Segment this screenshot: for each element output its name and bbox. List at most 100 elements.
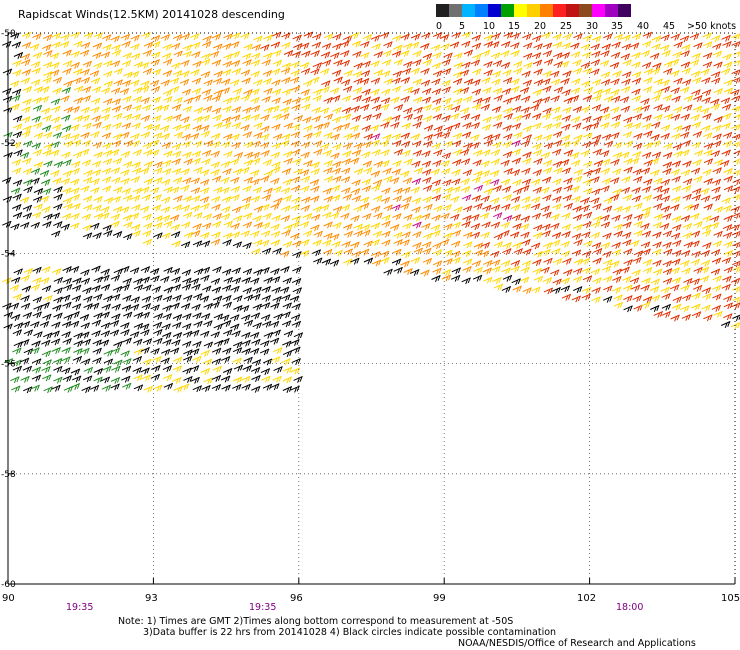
wind-barb xyxy=(431,230,441,237)
wind-barb xyxy=(362,114,373,122)
wind-barb xyxy=(670,267,680,275)
wind-barb xyxy=(341,240,351,248)
wind-barb xyxy=(452,159,462,166)
wind-barb xyxy=(300,185,310,193)
wind-barb xyxy=(422,184,433,192)
wind-barb xyxy=(173,131,184,139)
wind-barb xyxy=(52,358,63,365)
wind-barb xyxy=(131,122,141,130)
swatch-8 xyxy=(540,4,553,17)
wind-barb xyxy=(172,294,182,302)
wind-barb xyxy=(611,114,622,122)
wind-barb xyxy=(80,185,90,193)
wind-barb xyxy=(662,230,673,238)
wind-barb xyxy=(131,204,141,212)
wind-barb xyxy=(322,248,333,256)
wind-barb xyxy=(571,195,581,203)
wind-barb xyxy=(113,359,123,367)
wind-barb xyxy=(203,320,213,328)
wind-barb xyxy=(640,301,651,309)
wind-barb xyxy=(12,212,23,219)
wind-barb xyxy=(462,258,473,266)
wind-barb xyxy=(2,87,12,95)
wind-barb xyxy=(281,88,292,96)
wind-barb xyxy=(251,359,262,367)
wind-barb xyxy=(261,320,272,328)
wind-barb xyxy=(680,50,690,58)
wind-barb xyxy=(712,167,722,175)
wind-barb xyxy=(440,212,450,220)
wind-barb xyxy=(612,70,622,78)
wind-barb xyxy=(580,43,591,51)
wind-barb xyxy=(683,104,693,112)
wind-barb xyxy=(631,52,641,60)
wind-barb xyxy=(581,293,591,301)
wind-barb xyxy=(493,283,504,291)
wind-barb xyxy=(652,241,662,249)
wind-barb xyxy=(353,223,363,231)
wind-barb xyxy=(29,43,40,51)
wind-barb xyxy=(443,223,453,231)
wind-barb xyxy=(271,88,282,96)
wind-barb xyxy=(151,68,162,76)
wind-barb xyxy=(681,294,692,302)
wind-barb xyxy=(260,203,270,211)
wind-barb xyxy=(713,61,723,69)
wind-barb xyxy=(609,62,620,69)
wind-barb xyxy=(120,329,130,337)
wind-barb xyxy=(270,223,280,231)
wind-barb xyxy=(692,105,703,113)
wind-barb xyxy=(611,249,622,257)
wind-barb xyxy=(220,186,230,194)
wind-barb xyxy=(312,33,322,41)
wind-barb xyxy=(221,205,231,213)
wind-barb xyxy=(223,220,233,228)
wind-barb xyxy=(162,168,172,176)
wind-barb xyxy=(622,71,632,79)
wind-barb xyxy=(691,250,701,258)
wind-barb xyxy=(522,33,532,41)
wind-barb xyxy=(292,251,302,259)
wind-barb xyxy=(531,178,541,186)
wind-barb xyxy=(360,202,370,210)
wind-barb xyxy=(89,384,100,392)
wind-barb xyxy=(412,121,422,129)
wind-barb xyxy=(111,105,122,113)
wind-barb xyxy=(732,286,740,293)
wind-barb xyxy=(250,195,261,203)
wind-barb xyxy=(222,60,232,68)
wind-barb xyxy=(133,277,143,285)
wind-barb xyxy=(363,167,373,175)
wind-barb xyxy=(501,41,511,48)
wind-barb xyxy=(281,41,291,49)
wind-barb xyxy=(70,368,81,376)
wind-barb xyxy=(242,287,253,295)
wind-barb xyxy=(439,34,450,41)
wind-barb xyxy=(370,139,380,147)
wind-barb xyxy=(233,215,243,223)
wind-barb xyxy=(51,32,62,40)
wind-barb xyxy=(222,239,232,247)
wind-barb xyxy=(690,114,700,122)
wind-barb xyxy=(160,196,171,204)
wind-barb xyxy=(422,176,432,184)
wind-barb xyxy=(70,383,81,390)
wind-barb xyxy=(691,89,701,97)
wind-barb xyxy=(590,221,601,229)
wind-barb xyxy=(150,275,160,283)
wind-barb xyxy=(441,68,452,75)
wind-barb xyxy=(211,33,222,41)
wind-barb xyxy=(251,248,261,256)
wind-barb xyxy=(461,250,472,257)
wind-barb xyxy=(359,196,370,204)
wind-barb xyxy=(220,355,231,363)
wind-barb xyxy=(542,159,553,167)
wind-barb xyxy=(200,202,210,210)
wind-barb xyxy=(722,275,732,283)
wind-barb xyxy=(139,167,150,175)
wind-barb xyxy=(271,97,281,105)
wind-barb xyxy=(183,231,194,239)
wind-barb xyxy=(572,214,583,221)
wind-barb xyxy=(370,77,381,85)
wind-barb xyxy=(270,41,281,49)
